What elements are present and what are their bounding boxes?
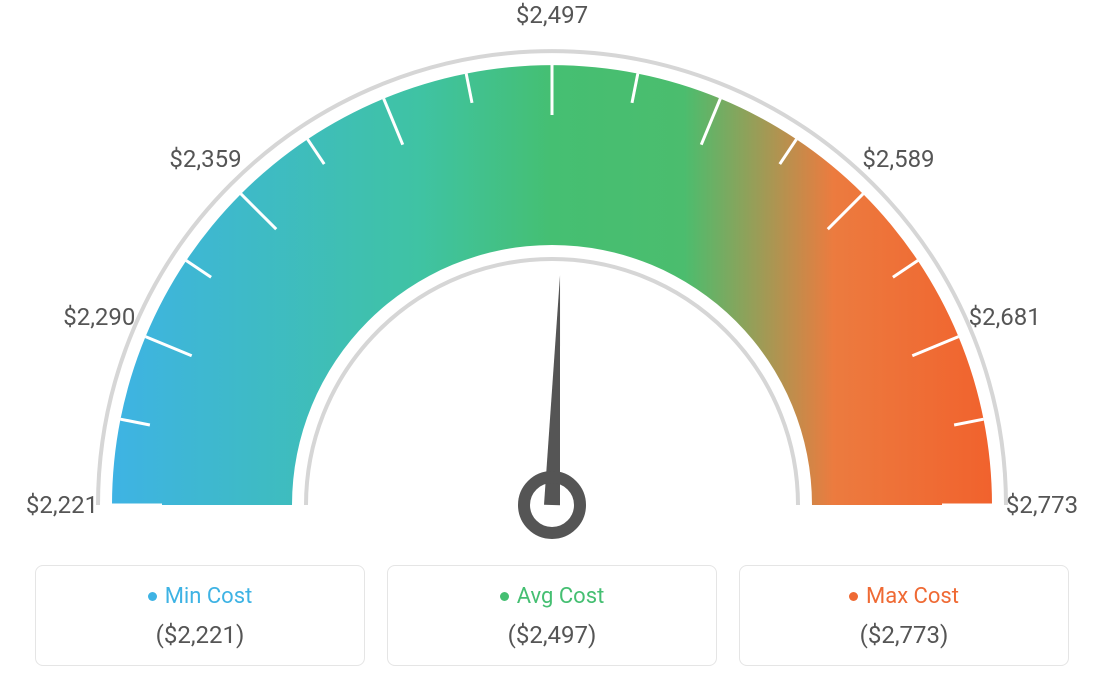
avg-cost-title: Avg Cost — [500, 584, 605, 609]
avg-cost-label: Avg Cost — [517, 584, 605, 609]
max-dot-icon — [849, 592, 858, 601]
min-cost-card: Min Cost ($2,221) — [35, 565, 365, 666]
min-cost-value: ($2,221) — [36, 621, 364, 649]
gauge-tick-label: $2,359 — [169, 145, 241, 173]
max-cost-label: Max Cost — [866, 584, 959, 609]
summary-cards: Min Cost ($2,221) Avg Cost ($2,497) Max … — [0, 565, 1104, 666]
gauge-labels-layer: $2,221$2,290$2,359$2,497$2,589$2,681$2,7… — [52, 30, 1052, 560]
avg-dot-icon — [500, 592, 509, 601]
min-cost-label: Min Cost — [165, 584, 253, 609]
max-cost-card: Max Cost ($2,773) — [739, 565, 1069, 666]
gauge-tick-label: $2,290 — [63, 303, 135, 331]
avg-cost-value: ($2,497) — [388, 621, 716, 649]
min-cost-title: Min Cost — [148, 584, 253, 609]
gauge-tick-label: $2,497 — [516, 1, 588, 29]
gauge-chart-container: $2,221 $2,290 $2,359 $2,497 $2,589 $2,681 $2,7… — [0, 0, 1104, 690]
gauge-wrapper: $2,221$2,290$2,359$2,497$2,589$2,681$2,7… — [52, 30, 1052, 560]
gauge-tick-label: $2,681 — [969, 303, 1041, 331]
max-cost-value: ($2,773) — [740, 621, 1068, 649]
avg-cost-card: Avg Cost ($2,497) — [387, 565, 717, 666]
gauge-tick-label: $2,221 — [26, 491, 98, 519]
max-cost-title: Max Cost — [849, 584, 959, 609]
min-dot-icon — [148, 592, 157, 601]
gauge-tick-label: $2,589 — [862, 145, 934, 173]
gauge-tick-label: $2,773 — [1006, 491, 1078, 519]
